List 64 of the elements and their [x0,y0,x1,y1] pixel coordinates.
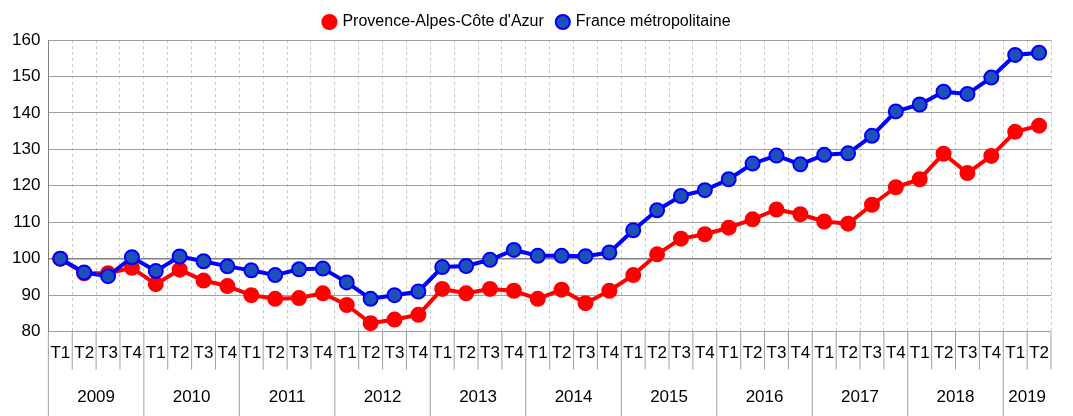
x-tick-label: T2 [265,343,286,363]
text: 2010 [172,387,211,407]
x-tick-label: T1 [814,343,835,363]
x-tick-label: T4 [121,343,142,363]
y-tick-label: 160 [11,29,41,49]
x-tick-label: T1 [623,343,644,363]
x-tick-label: T4 [217,343,238,363]
x-tick-label: T2 [647,343,668,363]
x-tick-label: T2 [74,343,95,363]
legend-label: France métropolitaine [575,12,731,30]
x-tick-label: T1 [527,343,548,363]
x-tick-label: T1 [145,343,166,363]
y-tick-label: 120 [11,175,41,195]
y-tick-label: 80 [21,321,41,341]
x-tick-label: T1 [718,343,739,363]
x-tick-label: T1 [241,343,262,363]
text: 2011 [268,387,306,407]
x-tick-label: T1 [50,343,71,363]
x-tick-label: T2 [742,343,763,363]
x-tick-label: T2 [933,343,954,363]
x-tick-label: T3 [289,343,309,363]
x-tick-label: T3 [480,343,500,363]
x-tick-label: T1 [432,343,453,363]
x-tick-label: T4 [312,343,333,363]
x-tick-label: T3 [98,343,118,363]
text: 2012 [363,387,402,407]
y-tick-label: 150 [11,66,41,86]
x-tick-label: T3 [575,343,596,363]
x-tick-label: T3 [193,343,214,363]
x-tick-label: T4 [885,343,906,363]
text: 2019 [1008,387,1047,407]
x-tick-label: T4 [694,343,715,363]
text: 2013 [459,387,497,407]
y-tick-label: 130 [11,139,41,159]
text: 2016 [745,387,784,407]
text: 2018 [936,387,975,407]
y-tick-label: 110 [13,211,41,231]
x-tick-label: T3 [766,343,787,363]
text: 2017 [841,387,879,407]
x-tick-label: T4 [599,343,620,363]
x-tick-label: T4 [408,343,429,363]
y-tick-label: 90 [21,284,41,304]
x-tick-label: T2 [838,343,859,363]
text: 2014 [554,387,593,407]
x-tick-label: T2 [169,343,190,363]
x-tick-label: T2 [456,343,477,363]
y-tick-label: 100 [11,248,41,268]
legend-label: Provence-Alpes-Côte d'Azur [342,12,545,30]
x-tick-label: T1 [909,343,930,363]
x-tick-label: T1 [336,343,357,363]
x-tick-label: T2 [360,343,381,363]
x-tick-label: T3 [671,343,691,363]
x-tick-label: T3 [957,343,978,363]
y-tick-label: 140 [11,102,41,122]
x-tick-label: T2 [551,343,572,363]
x-tick-label: T2 [1029,343,1049,363]
text: 2009 [77,387,116,407]
x-tick-label: T4 [981,343,1002,363]
x-tick-label: T1 [1005,343,1026,363]
x-tick-label: T3 [862,343,882,363]
text: 2015 [650,387,688,407]
x-tick-label: T3 [384,343,405,363]
x-tick-label: T4 [790,343,811,363]
x-tick-label: T4 [503,343,524,363]
